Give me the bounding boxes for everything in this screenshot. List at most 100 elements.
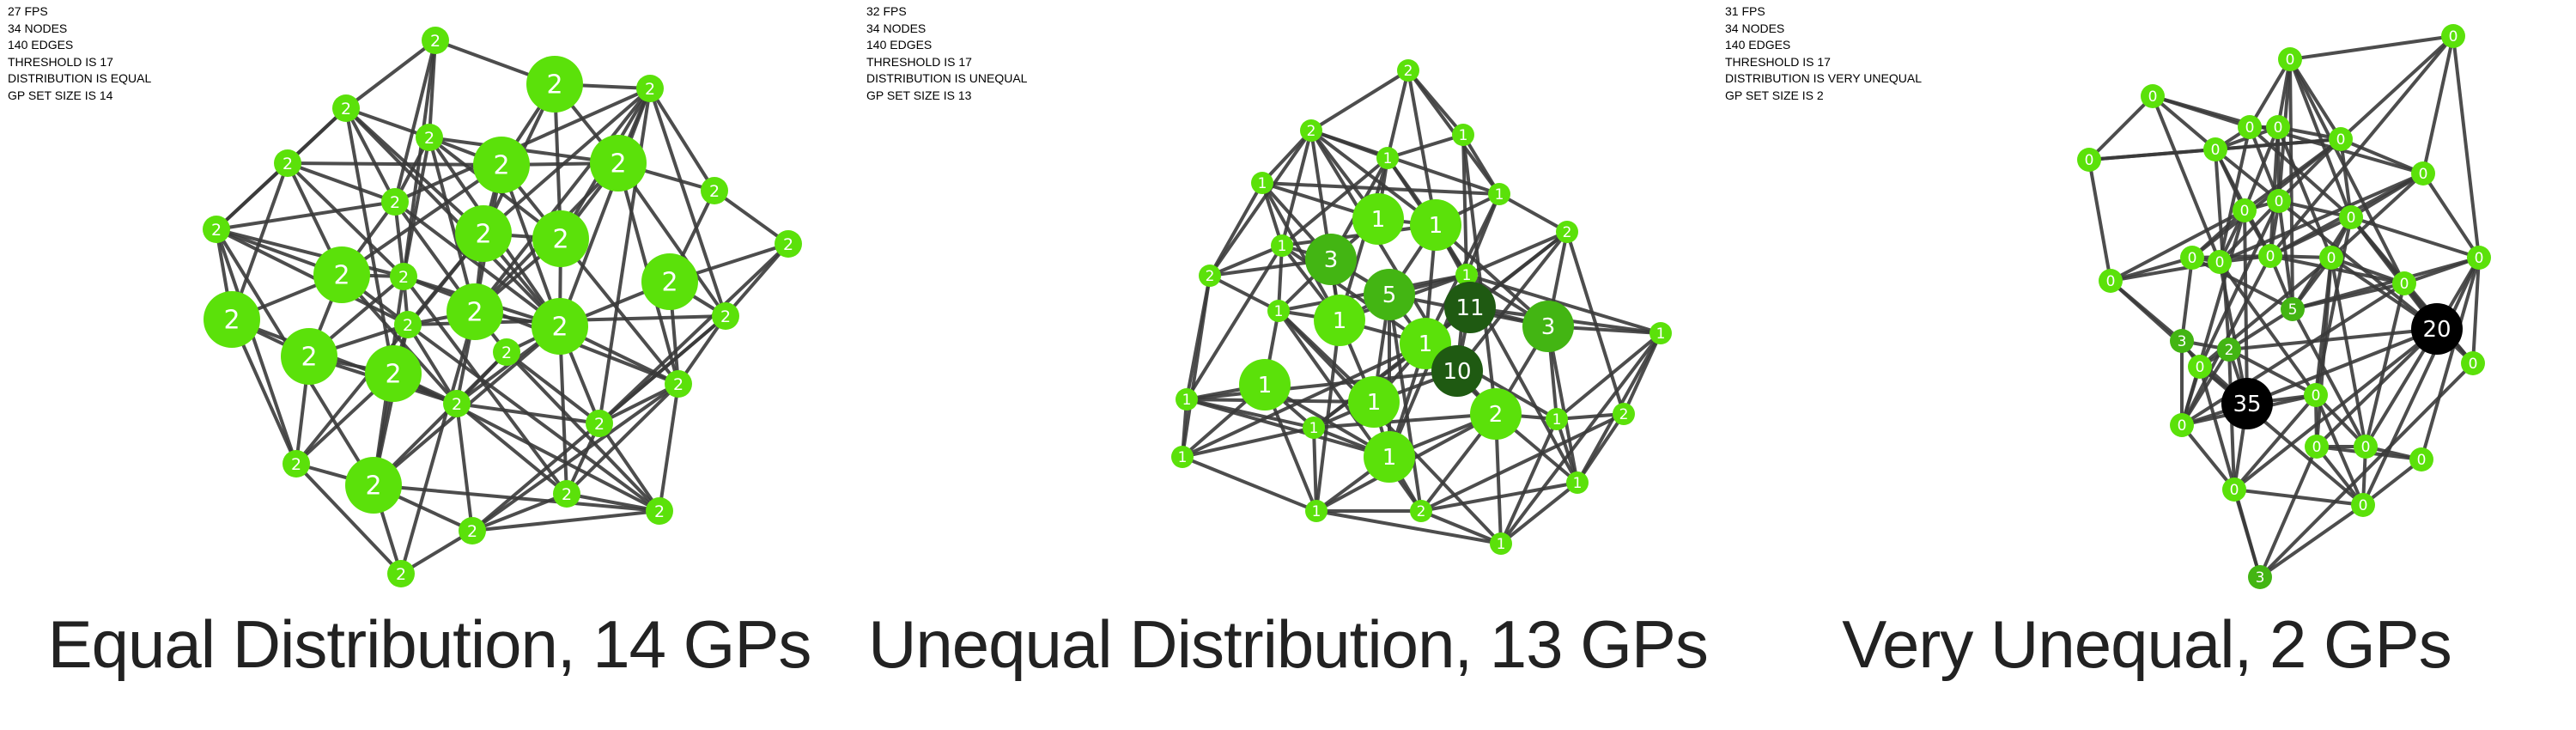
graph-node[interactable]: 3 — [1522, 301, 1574, 352]
graph-node[interactable]: 0 — [2170, 413, 2194, 437]
graph-node[interactable]: 3 — [2170, 329, 2194, 353]
graph-node[interactable]: 1 — [1546, 408, 1568, 430]
graph-node[interactable]: 1 — [1303, 417, 1325, 439]
graph-node[interactable]: 2 — [1397, 59, 1419, 82]
graph-node[interactable]: 1 — [1452, 124, 1474, 146]
graph-node[interactable]: 1 — [1410, 199, 1461, 251]
graph-node[interactable]: 2 — [1613, 403, 1635, 425]
graph-node[interactable]: 0 — [2267, 189, 2291, 213]
graph-node[interactable]: 2 — [274, 149, 301, 177]
graph-node[interactable]: 2 — [381, 188, 409, 216]
graph-node[interactable]: 2 — [473, 137, 530, 193]
graph-node[interactable]: 2 — [283, 450, 310, 478]
graph-node[interactable]: 0 — [2077, 148, 2101, 172]
graph-node[interactable]: 2 — [532, 210, 589, 267]
graph-node[interactable]: 2 — [586, 410, 613, 437]
graph-node[interactable]: 2 — [345, 457, 402, 514]
graph-node[interactable]: 2 — [775, 230, 802, 258]
graph-node[interactable]: 2 — [281, 328, 337, 385]
graph-node[interactable]: 2 — [459, 517, 486, 544]
graph-node[interactable]: 2 — [1556, 221, 1578, 243]
graph-node[interactable]: 2 — [1410, 500, 1432, 522]
graph-node[interactable]: 1 — [1239, 359, 1291, 411]
graph-node[interactable]: 0 — [2305, 435, 2329, 459]
graph-node[interactable]: 0 — [2180, 246, 2204, 270]
graph-node[interactable]: 2 — [1470, 388, 1522, 440]
graph-node[interactable]: 0 — [2141, 84, 2165, 108]
graph-node[interactable]: 1 — [1176, 388, 1198, 411]
graph-node[interactable]: 1 — [1376, 147, 1399, 169]
graph-node[interactable]: 0 — [2099, 269, 2123, 293]
graph-node[interactable]: 2 — [455, 205, 512, 262]
graph-node[interactable]: 1 — [1267, 300, 1290, 322]
graph-node[interactable]: 1 — [1455, 264, 1478, 286]
graph-node[interactable]: 0 — [2409, 447, 2433, 471]
graph-node[interactable]: 0 — [2238, 115, 2262, 139]
graph-node[interactable]: 0 — [2319, 246, 2343, 270]
graph-node[interactable]: 2 — [665, 370, 692, 398]
graph-node[interactable]: 2 — [422, 27, 449, 54]
graph-node[interactable]: 2 — [203, 216, 230, 243]
graph-node[interactable]: 2 — [387, 560, 415, 587]
graph-node[interactable]: 1 — [1348, 376, 1400, 428]
graph-node[interactable]: 2 — [493, 338, 520, 366]
graph-node[interactable]: 3 — [1305, 234, 1357, 285]
graph-node[interactable]: 1 — [1305, 500, 1327, 522]
graph-node[interactable]: 2 — [1199, 265, 1221, 287]
graph-node[interactable]: 1 — [1649, 322, 1672, 344]
graph-node[interactable]: 0 — [2203, 137, 2227, 161]
graph-node[interactable]: 1 — [1271, 234, 1293, 257]
graph-node[interactable]: 2 — [526, 56, 583, 113]
graph-node[interactable]: 2 — [712, 302, 739, 330]
graph-node[interactable]: 2 — [1300, 119, 1322, 142]
graph-node[interactable]: 2 — [2217, 338, 2241, 362]
graph-node[interactable]: 2 — [553, 480, 580, 508]
graph-node[interactable]: 1 — [1566, 471, 1589, 494]
graph-node[interactable]: 0 — [2411, 161, 2435, 186]
graph-node[interactable]: 20 — [2411, 303, 2463, 355]
graph-node[interactable]: 10 — [1431, 345, 1483, 397]
graph-node[interactable]: 2 — [636, 75, 664, 102]
graph-node[interactable]: 1 — [1490, 532, 1512, 555]
graph-node[interactable]: 2 — [416, 124, 443, 151]
graph-node[interactable]: 5 — [1364, 269, 1415, 320]
graph-node[interactable]: 0 — [2354, 435, 2378, 459]
graph-node[interactable]: 0 — [2258, 244, 2282, 268]
graph-node[interactable]: 2 — [701, 177, 728, 204]
graph-node[interactable]: 2 — [204, 291, 260, 348]
graph-node[interactable]: 0 — [2339, 205, 2363, 229]
graph-node[interactable]: 2 — [313, 246, 370, 303]
graph-node[interactable]: 0 — [2233, 198, 2257, 222]
graph-node[interactable]: 0 — [2441, 24, 2465, 48]
graph-node[interactable]: 1 — [1364, 431, 1415, 483]
graph-node[interactable]: 0 — [2392, 271, 2416, 295]
graph-node[interactable]: 2 — [532, 298, 588, 355]
graph-node[interactable]: 2 — [365, 345, 422, 402]
graph-node[interactable]: 0 — [2208, 250, 2232, 274]
graph-node[interactable]: 1 — [1251, 172, 1273, 194]
graph-node[interactable]: 0 — [2304, 383, 2328, 407]
graph-node[interactable]: 0 — [2266, 115, 2290, 139]
graph-node[interactable]: 2 — [447, 283, 503, 340]
graph-node[interactable]: 2 — [646, 497, 673, 525]
graph-node[interactable]: 2 — [390, 263, 417, 290]
graph-node[interactable]: 2 — [641, 253, 698, 310]
graph-node[interactable]: 2 — [332, 94, 360, 122]
graph-node[interactable]: 3 — [2248, 565, 2272, 589]
graph-node[interactable]: 2 — [394, 311, 422, 338]
graph-node[interactable]: 0 — [2467, 246, 2491, 270]
graph-node[interactable]: 2 — [590, 135, 647, 192]
graph-node[interactable]: 1 — [1314, 295, 1365, 346]
graph-node[interactable]: 1 — [1171, 446, 1194, 468]
graph-node[interactable]: 0 — [2188, 355, 2212, 379]
graph-node[interactable]: 0 — [2461, 351, 2485, 375]
graph-node[interactable]: 0 — [2351, 493, 2375, 517]
graph-node[interactable]: 0 — [2222, 478, 2246, 502]
graph-node[interactable]: 1 — [1488, 183, 1510, 205]
graph-node[interactable]: 0 — [2278, 47, 2302, 71]
graph-node[interactable]: 35 — [2221, 378, 2273, 429]
graph-node[interactable]: 0 — [2329, 127, 2353, 151]
graph-node[interactable]: 11 — [1444, 282, 1496, 333]
graph-node[interactable]: 2 — [443, 390, 471, 417]
graph-node[interactable]: 5 — [2281, 297, 2305, 321]
